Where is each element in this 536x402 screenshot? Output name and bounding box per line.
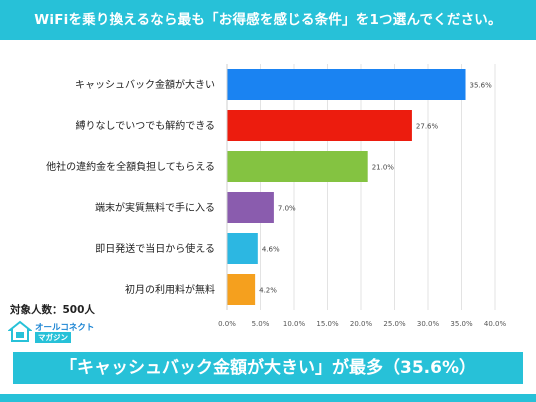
category-label: キャッシュバック金額が大きい <box>75 78 215 91</box>
brand-logo: オールコネクト マガジン <box>7 319 94 343</box>
x-tick-label: 25.0% <box>383 320 406 328</box>
x-tick-label: 30.0% <box>417 320 440 328</box>
x-tick-label: 0.0% <box>218 320 236 328</box>
category-label: 即日発送で当日から使える <box>95 242 215 255</box>
bar <box>227 192 274 223</box>
x-tick-label: 15.0% <box>316 320 339 328</box>
header-bar: WiFiを乗り換えるなら最も「お得感を感じる条件」を1つ選んでください。 <box>0 0 536 40</box>
data-label: 35.6% <box>470 82 493 90</box>
bar-chart: 0.0% 5.0% 10.0% 15.0% 20.0% 25.0% 30.0% 35.0% 40… <box>46 64 507 328</box>
x-tick-label: 35.0% <box>450 320 473 328</box>
logo-wordmark: オールコネクト <box>35 323 95 333</box>
category-label: 初月の利用料が無料 <box>125 283 215 296</box>
logo-subtitle: マガジン <box>35 332 71 343</box>
result-banner-text: 「キャッシュバック金額が大きい」が最多（35.6%） <box>60 358 476 378</box>
bar <box>227 151 368 182</box>
x-tick-label: 5.0% <box>252 320 270 328</box>
data-label: 7.0% <box>278 205 296 213</box>
x-tick-label: 40.0% <box>484 320 507 328</box>
result-banner: 「キャッシュバック金額が大きい」が最多（35.6%） <box>13 352 523 384</box>
category-label: 縛りなしでいつでも解約できる <box>76 119 216 132</box>
bar <box>227 69 466 100</box>
chart-question-title: WiFiを乗り換えるなら最も「お得感を感じる条件」を1つ選んでください。 <box>34 12 502 28</box>
data-label: 27.6% <box>416 123 439 131</box>
data-label: 21.0% <box>372 164 395 172</box>
data-label: 4.2% <box>259 287 277 295</box>
category-label: 端末が実質無料で手に入る <box>95 201 215 214</box>
x-tick-label: 10.0% <box>283 320 306 328</box>
bar <box>227 274 256 305</box>
x-tick-label: 20.0% <box>350 320 373 328</box>
category-label: 他社の違約金を全額負担してもらえる <box>46 160 215 173</box>
data-label: 4.6% <box>262 246 280 254</box>
bar <box>227 110 412 141</box>
bar <box>227 233 258 264</box>
sample-size: 対象人数：500人 <box>10 304 95 316</box>
house-icon <box>7 320 33 342</box>
bottom-strip <box>0 394 536 402</box>
